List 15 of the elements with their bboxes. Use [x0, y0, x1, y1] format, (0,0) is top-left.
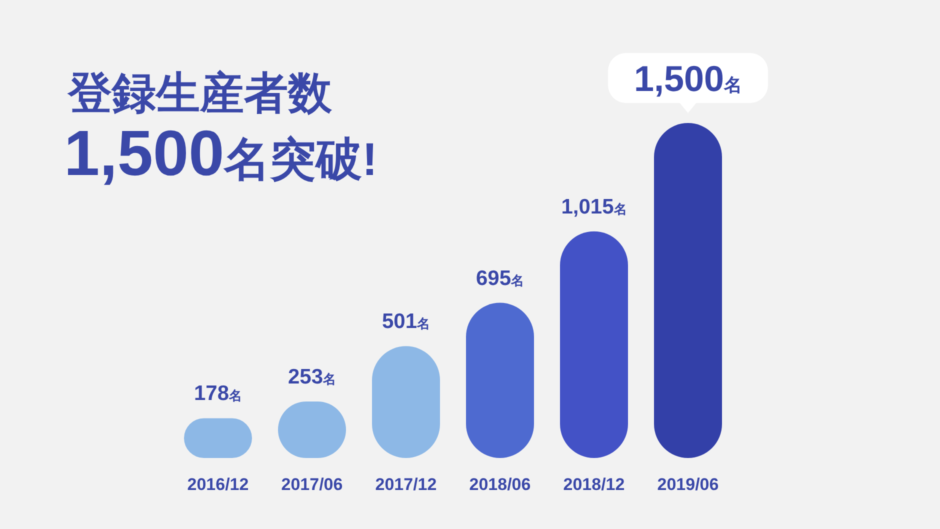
data-label: 501名 — [382, 310, 430, 334]
title: 登録生産者数 — [68, 69, 332, 118]
x-tick-label: 2018/12 — [563, 475, 625, 494]
x-tick-label: 2016/12 — [187, 475, 249, 494]
x-tick-label: 2017/12 — [375, 475, 437, 494]
x-tick-label: 2018/06 — [469, 475, 531, 494]
data-label: 253名 — [288, 365, 336, 388]
data-label: 695名 — [476, 266, 524, 290]
callout: 1,500名 — [608, 53, 768, 113]
data-label: 1,500名 — [634, 58, 742, 99]
data-label: 178名 — [194, 382, 242, 406]
subtitle: 1,500名突破! — [64, 117, 378, 189]
x-tick-label: 2017/06 — [281, 475, 343, 494]
data-label: 1,015名 — [561, 195, 627, 218]
x-tick-label: 2019/06 — [657, 475, 719, 494]
